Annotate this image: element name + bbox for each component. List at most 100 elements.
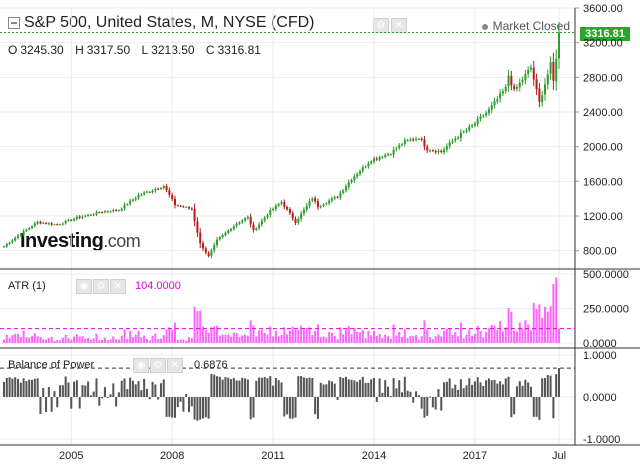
atr-bar [291,326,294,343]
candle-body [213,244,216,251]
bop-bar [496,383,499,397]
atr-bar [535,309,538,343]
atr-bar [17,334,20,343]
atr-bar [255,336,258,343]
bop-bar [187,397,191,413]
bop-bar [358,379,361,397]
bop-bar [538,397,541,420]
time-axis-label: 2005 [59,450,83,462]
close-label: C [205,43,215,57]
bop-bar [406,390,409,397]
candle-body [389,154,392,156]
bop-close-icon[interactable]: ✕ [167,358,183,373]
atr-bar [372,330,376,343]
bop-bar [403,376,406,397]
bop-bar [339,376,342,397]
bop-bar [56,397,59,408]
candle-body [305,205,308,210]
candle-body [165,186,168,191]
bop-bar [28,379,31,397]
bop-settings-icon[interactable]: ⚙ [150,358,166,373]
atr-bar [445,328,448,343]
bop-bar [64,376,67,397]
atr-bar [148,340,151,343]
candle-body [387,154,390,156]
candle-body [322,204,325,206]
atr-bar [403,329,406,343]
bop-bar [344,376,347,397]
atr-bar [420,336,423,343]
bop-bar [524,379,527,397]
candle-body [493,100,496,106]
candle-body [325,203,328,205]
bop-bar [300,376,303,397]
candle-body [11,240,14,243]
bop-bar [70,397,73,409]
bop-bar [159,383,162,397]
bop-bar [123,378,126,397]
bop-bar [45,397,48,413]
atr-bar [557,328,561,343]
candle-body [375,158,378,160]
candle-body [244,218,247,221]
atr-bar [395,335,398,343]
atr-bar [162,335,165,343]
candle-body [406,139,409,141]
atr-bar [389,338,392,343]
candle-body [59,224,62,226]
atr-close-icon[interactable]: ✕ [110,279,126,294]
time-axis-label: Jul [552,450,566,462]
bop-bar [19,382,22,397]
bop-bar [14,377,17,397]
atr-bar [98,340,101,343]
market-status: Market Closed [481,19,570,33]
atr-visibility-icon[interactable]: ◉ [76,279,92,294]
atr-bar [272,336,275,343]
bop-bar [527,382,530,397]
candle-body [207,252,210,256]
candle-body [311,198,314,201]
atr-bar [53,341,56,343]
atr-bar [305,327,308,343]
candle-body [302,209,305,214]
close-icon[interactable]: ✕ [391,18,407,33]
candle-body [434,151,437,153]
candle-body [185,206,188,208]
atr-bar [434,336,437,343]
atr-bar [36,336,39,343]
bop-bar [378,378,381,397]
candle-body [171,194,174,199]
bop-bar [364,382,367,397]
bop-bar [252,397,255,418]
bop-visibility-icon[interactable]: ◉ [133,358,149,373]
candle-body [159,188,162,190]
candle-body [504,86,507,92]
candle-body [409,139,412,141]
candle-body [459,132,462,139]
candle-body [67,219,70,221]
bop-bar [330,381,333,397]
atr-bar [406,338,409,343]
atr-settings-icon[interactable]: ⚙ [93,279,109,294]
collapse-toggle-icon[interactable] [8,17,20,29]
atr-bar [448,328,451,343]
candle-body [490,105,493,110]
candle-body [202,243,205,249]
candle-body [487,109,490,114]
candle-body [462,131,465,133]
atr-bar [504,327,507,343]
atr-bar [459,322,462,343]
candle-body [319,206,322,208]
bop-bar [468,378,471,397]
candle-body [22,230,25,235]
candle-body [112,209,115,212]
candle-body [227,230,230,233]
candle-body [182,206,185,208]
atr-bar [479,330,482,343]
bop-bar [454,384,457,397]
candle-body [426,146,429,151]
atr-bar [358,332,361,343]
candle-body [50,223,53,225]
candle-body [210,250,213,256]
